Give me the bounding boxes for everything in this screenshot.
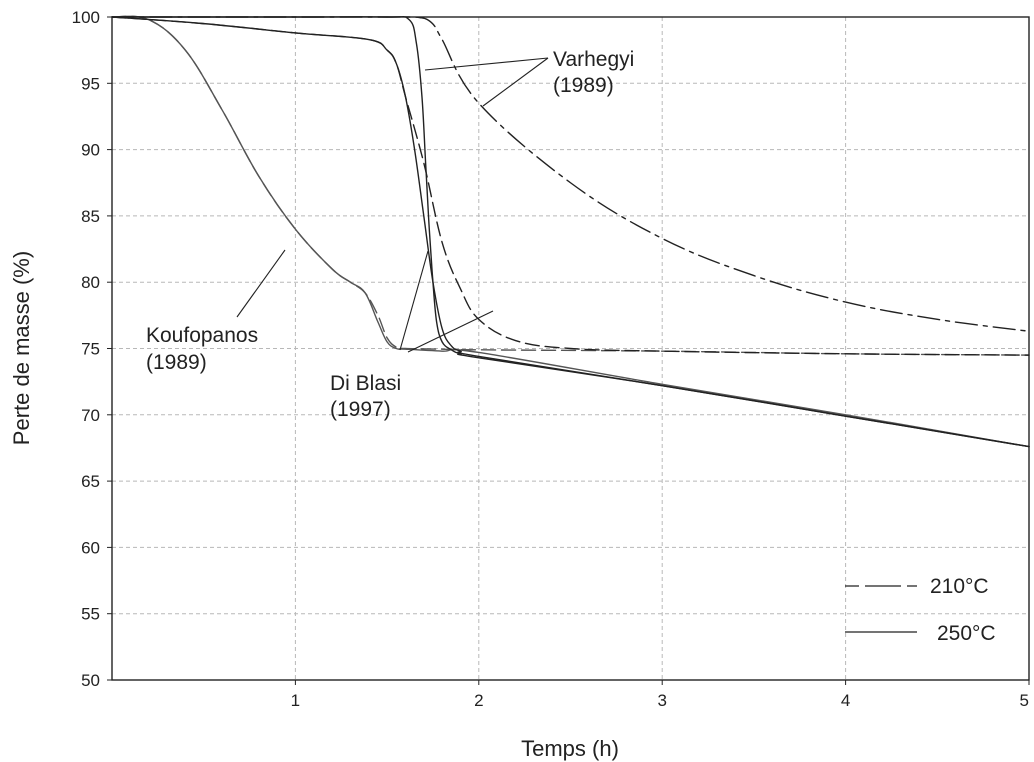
- y-tick-label: 95: [81, 74, 100, 93]
- annotation-koufopanos-line1: Koufopanos: [146, 324, 258, 347]
- annotation-varhegyi-line1: Varhegyi: [553, 48, 634, 71]
- annotation-diblasi: Di Blasi (1997): [330, 372, 407, 421]
- leader-koufopanos: [236, 249, 286, 318]
- y-tick-label: 65: [81, 472, 100, 491]
- y-tick-label: 85: [81, 207, 100, 226]
- leader-varhegyi-2: [482, 57, 549, 107]
- series-line-1-dashed: [111, 15, 1030, 356]
- leader-diblasi-2: [407, 310, 494, 353]
- annotation-leaders: [236, 57, 549, 353]
- annotation-diblasi-line2: (1997): [330, 398, 391, 421]
- y-tick-label: 75: [81, 340, 100, 359]
- legend: 210°C 250°C: [845, 575, 996, 645]
- y-tick-label: 100: [72, 8, 100, 27]
- x-tick-label: 2: [474, 691, 483, 710]
- leader-diblasi-1: [399, 250, 429, 351]
- x-tick-label: 4: [841, 691, 850, 710]
- annotation-diblasi-line1: Di Blasi: [330, 372, 401, 395]
- grid-layer: [112, 17, 1029, 680]
- annotation-koufopanos-line2: (1989): [146, 351, 207, 374]
- annotation-koufopanos: Koufopanos (1989): [146, 324, 264, 374]
- annotation-varhegyi: Varhegyi (1989): [553, 48, 640, 97]
- tick-layer: 50 55 60 65 70 75 80 85 90 95 100 1 2 3 4 5: [72, 8, 1030, 710]
- x-tick-label: 1: [291, 691, 300, 710]
- annotation-varhegyi-line2: (1989): [553, 74, 614, 97]
- y-tick-label: 80: [81, 273, 100, 292]
- y-tick-label: 50: [81, 671, 100, 690]
- series-line-3-dashed: [111, 16, 1030, 356]
- leader-varhegyi-1: [424, 57, 549, 71]
- legend-label-210: 210°C: [930, 575, 989, 598]
- y-tick-label: 60: [81, 538, 100, 557]
- x-tick-label: 3: [657, 691, 666, 710]
- legend-label-250: 250°C: [937, 622, 996, 645]
- y-tick-label: 55: [81, 605, 100, 624]
- series-line-2-solid: [111, 15, 1030, 448]
- x-axis-label: Temps (h): [521, 736, 619, 761]
- y-axis-label: Perte de masse (%): [9, 251, 34, 445]
- x-tick-label: 5: [1020, 691, 1029, 710]
- y-tick-label: 90: [81, 141, 100, 160]
- y-tick-label: 70: [81, 406, 100, 425]
